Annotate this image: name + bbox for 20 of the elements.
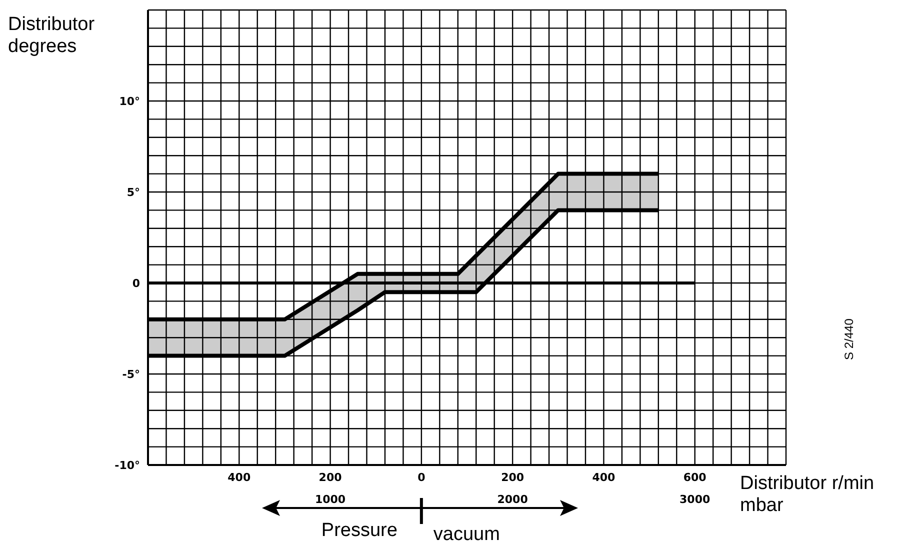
y-tick-label: -5°	[122, 368, 140, 381]
y-tick-label: 0	[132, 276, 140, 290]
y-axis-title: Distributor degrees	[8, 14, 96, 58]
x2-tick-label: 1000	[314, 492, 346, 506]
text: vacuum	[433, 524, 500, 546]
x-tick-label: 0	[418, 470, 426, 484]
text: S 2/440	[841, 318, 857, 360]
x-tick-label: 400	[228, 470, 251, 484]
x-axis-title: mbar	[740, 495, 784, 517]
x-tick-label: 200	[501, 470, 524, 484]
x2-tick-label: 2000	[497, 492, 528, 506]
x2-axis-title: Distributor r/min	[740, 473, 874, 495]
text: Pressure	[321, 520, 398, 542]
x2-tick-label: 3000	[680, 492, 711, 506]
x-tick-label: 600	[683, 470, 707, 484]
y-tick-label: -10°	[114, 458, 140, 472]
x-tick-label: 200	[318, 470, 342, 484]
y-tick-label: 10°	[119, 94, 140, 108]
y-tick-label: 5°	[126, 186, 140, 199]
x-tick-label: 400	[592, 470, 616, 484]
